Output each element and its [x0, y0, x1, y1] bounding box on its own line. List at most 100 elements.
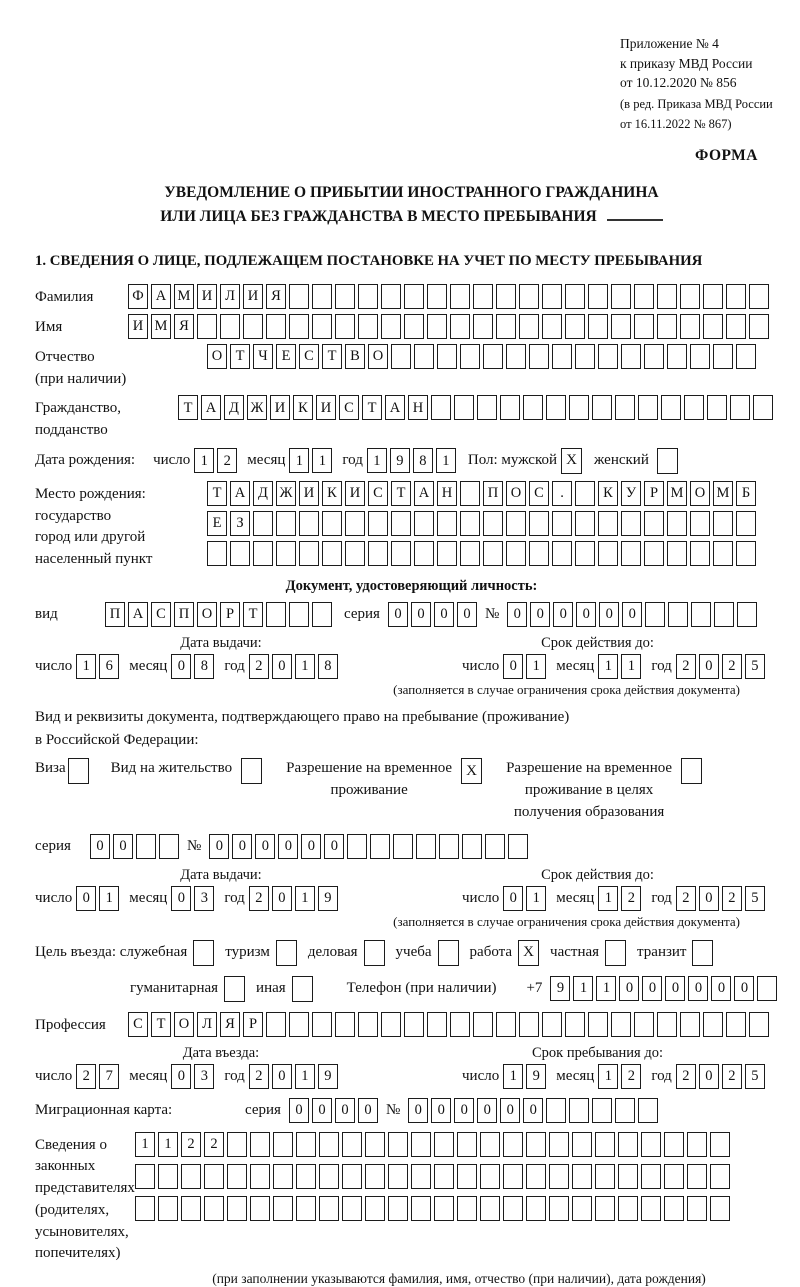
char-box[interactable]: [757, 976, 778, 1002]
char-box[interactable]: [690, 540, 710, 566]
char-box[interactable]: 2: [621, 1063, 642, 1089]
char-box[interactable]: 2: [675, 653, 696, 679]
char-box[interactable]: Б: [736, 480, 756, 506]
char-box[interactable]: Т: [151, 1011, 171, 1037]
char-box[interactable]: [565, 283, 585, 309]
char-box[interactable]: Ж: [247, 395, 267, 421]
char-box[interactable]: [434, 1131, 454, 1157]
purpose-humanitarian-checkbox[interactable]: [224, 975, 246, 1002]
char-box[interactable]: 0: [503, 885, 524, 911]
char-box[interactable]: 0: [408, 1097, 429, 1123]
char-box[interactable]: [667, 540, 687, 566]
char-box[interactable]: [358, 1011, 378, 1037]
char-box[interactable]: 0: [665, 976, 686, 1002]
char-box[interactable]: 0: [171, 653, 192, 679]
char-box[interactable]: М: [151, 313, 171, 339]
char-box[interactable]: [289, 1011, 309, 1037]
char-box[interactable]: Я: [174, 313, 194, 339]
char-box[interactable]: С: [299, 343, 319, 369]
char-box[interactable]: О: [174, 1011, 194, 1037]
char-box[interactable]: Т: [230, 343, 250, 369]
char-box[interactable]: [434, 1195, 454, 1221]
char-box[interactable]: [542, 283, 562, 309]
char-box[interactable]: 5: [744, 1063, 765, 1089]
char-box[interactable]: [703, 313, 723, 339]
char-box[interactable]: [546, 1097, 567, 1123]
char-box[interactable]: 1: [526, 885, 547, 911]
char-box[interactable]: 0: [507, 601, 528, 627]
char-box[interactable]: [595, 1163, 615, 1189]
char-box[interactable]: [588, 313, 608, 339]
char-box[interactable]: Т: [391, 480, 411, 506]
char-box[interactable]: [572, 1163, 592, 1189]
char-box[interactable]: [404, 1011, 424, 1037]
char-box[interactable]: 1: [194, 448, 215, 474]
char-box[interactable]: [460, 343, 480, 369]
char-box[interactable]: Н: [437, 480, 457, 506]
char-box[interactable]: 0: [734, 976, 755, 1002]
char-box[interactable]: [437, 343, 457, 369]
char-box[interactable]: 2: [248, 885, 269, 911]
char-box[interactable]: [253, 510, 273, 536]
char-box[interactable]: Ф: [128, 283, 148, 309]
sex-male-checkbox[interactable]: X: [561, 447, 583, 474]
char-box[interactable]: [411, 1195, 431, 1221]
char-box[interactable]: [322, 510, 342, 536]
char-box[interactable]: 0: [622, 601, 643, 627]
char-box[interactable]: [657, 283, 677, 309]
char-box[interactable]: [618, 1131, 638, 1157]
char-box[interactable]: [713, 540, 733, 566]
char-box[interactable]: [250, 1163, 270, 1189]
char-box[interactable]: [312, 283, 332, 309]
char-box[interactable]: [611, 283, 631, 309]
char-box[interactable]: 1: [99, 885, 120, 911]
char-box[interactable]: [519, 1011, 539, 1037]
char-box[interactable]: [437, 510, 457, 536]
char-box[interactable]: [588, 283, 608, 309]
char-box[interactable]: 0: [288, 1097, 309, 1123]
char-box[interactable]: И: [299, 480, 319, 506]
char-box[interactable]: 0: [387, 601, 408, 627]
char-box[interactable]: [549, 1131, 569, 1157]
char-box[interactable]: [657, 1011, 677, 1037]
char-box[interactable]: [342, 1163, 362, 1189]
char-box[interactable]: [726, 1011, 746, 1037]
char-box[interactable]: 0: [553, 601, 574, 627]
char-box[interactable]: 0: [324, 833, 345, 859]
char-box[interactable]: [615, 1097, 636, 1123]
char-box[interactable]: [546, 395, 566, 421]
char-box[interactable]: 6: [99, 653, 120, 679]
char-box[interactable]: [638, 1097, 659, 1123]
char-box[interactable]: [749, 1011, 769, 1037]
char-box[interactable]: [621, 540, 641, 566]
char-box[interactable]: 1: [135, 1131, 155, 1157]
char-box[interactable]: [644, 343, 664, 369]
char-box[interactable]: 2: [76, 1063, 97, 1089]
char-box[interactable]: [710, 1131, 730, 1157]
char-box[interactable]: [713, 343, 733, 369]
char-box[interactable]: [457, 1131, 477, 1157]
char-box[interactable]: [691, 601, 712, 627]
char-box[interactable]: 1: [526, 653, 547, 679]
char-box[interactable]: [204, 1195, 224, 1221]
char-box[interactable]: 0: [90, 833, 110, 859]
char-box[interactable]: 8: [317, 653, 338, 679]
char-box[interactable]: 0: [171, 1063, 192, 1089]
char-box[interactable]: [230, 540, 250, 566]
char-box[interactable]: [500, 395, 520, 421]
char-box[interactable]: [477, 395, 497, 421]
char-box[interactable]: [575, 510, 595, 536]
char-box[interactable]: [135, 1163, 155, 1189]
char-box[interactable]: [634, 1011, 654, 1037]
char-box[interactable]: 2: [721, 653, 742, 679]
char-box[interactable]: 1: [596, 976, 617, 1002]
char-box[interactable]: [687, 1131, 707, 1157]
char-box[interactable]: Ж: [276, 480, 296, 506]
char-box[interactable]: [358, 313, 378, 339]
char-box[interactable]: [181, 1195, 201, 1221]
char-box[interactable]: [411, 1163, 431, 1189]
char-box[interactable]: [159, 833, 179, 859]
char-box[interactable]: [575, 540, 595, 566]
char-box[interactable]: Н: [408, 395, 428, 421]
char-box[interactable]: [496, 1011, 516, 1037]
